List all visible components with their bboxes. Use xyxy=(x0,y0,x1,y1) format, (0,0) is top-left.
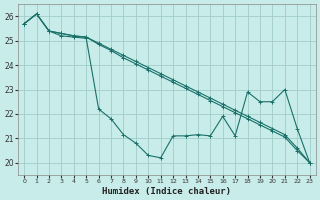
X-axis label: Humidex (Indice chaleur): Humidex (Indice chaleur) xyxy=(102,187,231,196)
